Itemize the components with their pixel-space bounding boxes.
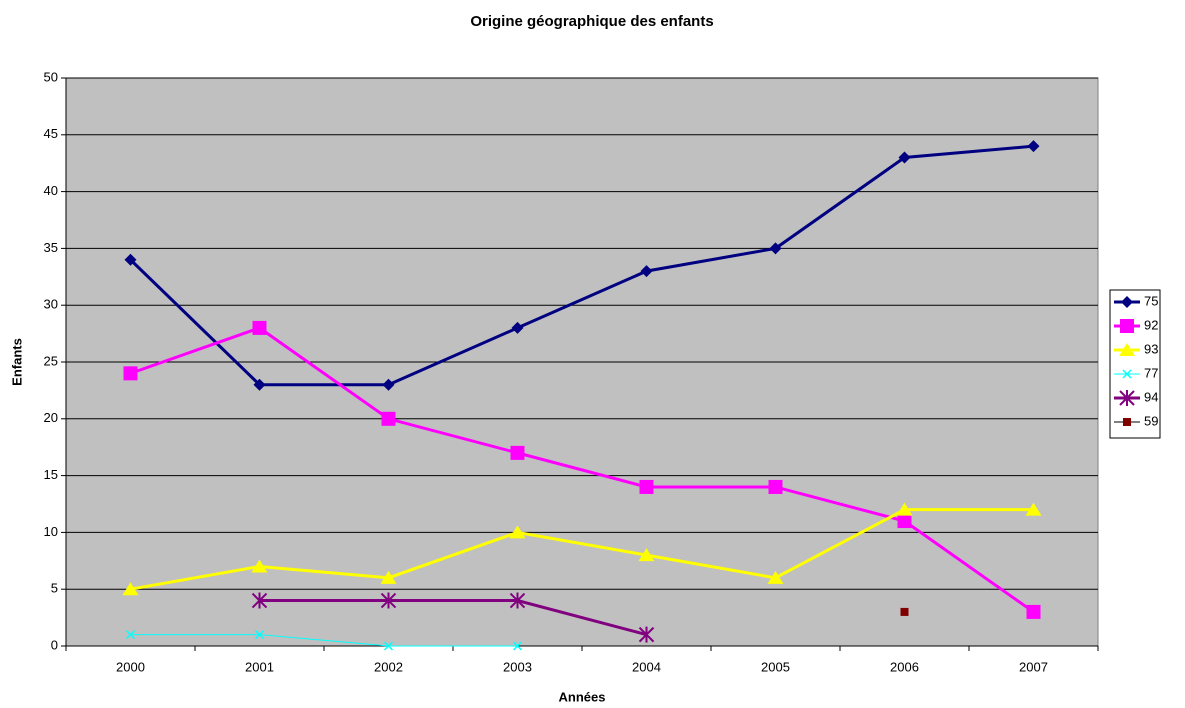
marker: [639, 479, 654, 494]
marker: [640, 265, 653, 278]
y-axis-label: Enfants: [9, 338, 24, 386]
marker: [254, 630, 265, 640]
y-tick-label: 25: [44, 353, 58, 368]
x-tick-label: 2000: [116, 659, 145, 674]
marker: [638, 548, 655, 562]
legend-box: [1109, 289, 1161, 439]
y-tick-label: 45: [44, 126, 58, 141]
marker: [512, 641, 523, 651]
y-tick-label: 10: [44, 524, 58, 539]
marker: [896, 502, 913, 516]
x-tick-label: 2007: [1019, 659, 1048, 674]
y-tick-label: 0: [51, 637, 58, 652]
marker: [769, 242, 782, 255]
marker: [509, 525, 526, 539]
marker: [123, 366, 138, 381]
marker: [511, 321, 524, 334]
marker: [380, 592, 397, 609]
legend-label: 59: [1144, 413, 1158, 428]
marker: [1121, 296, 1133, 308]
marker: [252, 320, 267, 335]
chart-title: Origine géographique des enfants: [470, 13, 713, 30]
x-tick-label: 2004: [632, 659, 661, 674]
marker: [509, 592, 526, 609]
marker: [897, 514, 912, 529]
series-line: [130, 508, 1034, 591]
series-line: [130, 326, 1035, 614]
series-line: [130, 634, 518, 647]
marker: [898, 151, 911, 164]
marker: [1119, 343, 1135, 356]
x-tick-label: 2005: [761, 659, 790, 674]
marker: [382, 378, 395, 391]
marker: [1119, 390, 1135, 406]
series-line: [259, 599, 647, 637]
marker: [383, 641, 394, 651]
legend-label: 75: [1144, 293, 1158, 308]
y-tick-label: 5: [51, 581, 58, 596]
marker: [381, 411, 396, 426]
x-tick-label: 2001: [245, 659, 274, 674]
marker: [122, 582, 139, 596]
marker: [1123, 418, 1131, 426]
marker: [125, 630, 136, 640]
marker: [251, 559, 268, 573]
y-tick-label: 30: [44, 297, 58, 312]
y-tick-label: 20: [44, 410, 58, 425]
legend-label: 77: [1144, 365, 1158, 380]
marker: [380, 570, 397, 584]
y-tick-label: 40: [44, 183, 58, 198]
legend-label: 92: [1144, 317, 1158, 332]
legend-label: 93: [1144, 341, 1158, 356]
marker: [767, 570, 784, 584]
y-tick-label: 35: [44, 240, 58, 255]
marker: [1025, 502, 1042, 516]
x-tick-label: 2006: [890, 659, 919, 674]
marker: [1122, 369, 1132, 379]
x-axis-label: Années: [559, 689, 606, 704]
marker: [900, 607, 909, 616]
legend-label: 94: [1144, 389, 1158, 404]
marker: [510, 445, 525, 460]
series-line: [129, 144, 1034, 387]
y-tick-label: 50: [44, 69, 58, 84]
y-tick-label: 15: [44, 467, 58, 482]
marker: [251, 592, 268, 609]
marker: [638, 626, 655, 643]
marker: [124, 253, 137, 266]
marker: [1120, 319, 1134, 333]
marker: [1027, 140, 1040, 153]
x-tick-label: 2003: [503, 659, 532, 674]
marker: [1026, 604, 1041, 619]
marker: [253, 378, 266, 391]
marker: [768, 479, 783, 494]
x-tick-label: 2002: [374, 659, 403, 674]
